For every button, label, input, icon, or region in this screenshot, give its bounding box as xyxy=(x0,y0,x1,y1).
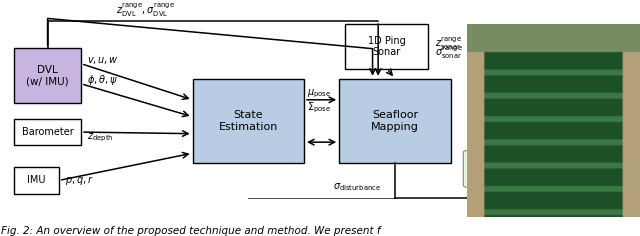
FancyBboxPatch shape xyxy=(339,79,451,163)
FancyBboxPatch shape xyxy=(346,24,428,69)
FancyBboxPatch shape xyxy=(463,150,575,188)
FancyBboxPatch shape xyxy=(193,79,304,163)
Text: Environmental
Disturbances: Environmental Disturbances xyxy=(486,159,552,179)
Text: Barometer: Barometer xyxy=(22,127,74,137)
Text: State
Estimation: State Estimation xyxy=(219,110,278,132)
Text: $\mu_{\mathrm{pose}}$: $\mu_{\mathrm{pose}}$ xyxy=(307,88,332,100)
Text: Seafloor
Mapping: Seafloor Mapping xyxy=(371,110,419,132)
FancyBboxPatch shape xyxy=(14,119,81,145)
Text: $z_{\mathrm{DVL}}^{\mathrm{range}}, \sigma_{\mathrm{DVL}}^{\mathrm{range}}$: $z_{\mathrm{DVL}}^{\mathrm{range}}, \sig… xyxy=(116,2,175,19)
Text: $\sigma_{\mathrm{disturbance}}$: $\sigma_{\mathrm{disturbance}}$ xyxy=(333,181,381,193)
Text: 1D Ping
Sonar: 1D Ping Sonar xyxy=(368,36,406,57)
FancyBboxPatch shape xyxy=(14,167,59,194)
Text: Fig. 2: An overview of the proposed technique and method. We present f: Fig. 2: An overview of the proposed tech… xyxy=(1,226,381,236)
Text: $v, u, w$: $v, u, w$ xyxy=(88,55,119,66)
Text: $\phi, \theta, \psi$: $\phi, \theta, \psi$ xyxy=(88,73,118,87)
Text: $p, q, r$: $p, q, r$ xyxy=(65,174,94,187)
Text: $z_{\mathrm{depth}}$: $z_{\mathrm{depth}}$ xyxy=(88,131,114,143)
FancyBboxPatch shape xyxy=(14,48,81,103)
Text: $\sigma_{\mathrm{sonar}}^{\mathrm{range}}$: $\sigma_{\mathrm{sonar}}^{\mathrm{range}… xyxy=(435,45,463,61)
Text: IMU: IMU xyxy=(27,175,45,185)
Text: $z_{\mathrm{sonar}}^{\mathrm{range}}$: $z_{\mathrm{sonar}}^{\mathrm{range}}$ xyxy=(435,36,462,52)
Text: $\Sigma_{\mathrm{pose}}$: $\Sigma_{\mathrm{pose}}$ xyxy=(307,100,332,115)
Text: DVL
(w/ IMU): DVL (w/ IMU) xyxy=(26,65,69,86)
